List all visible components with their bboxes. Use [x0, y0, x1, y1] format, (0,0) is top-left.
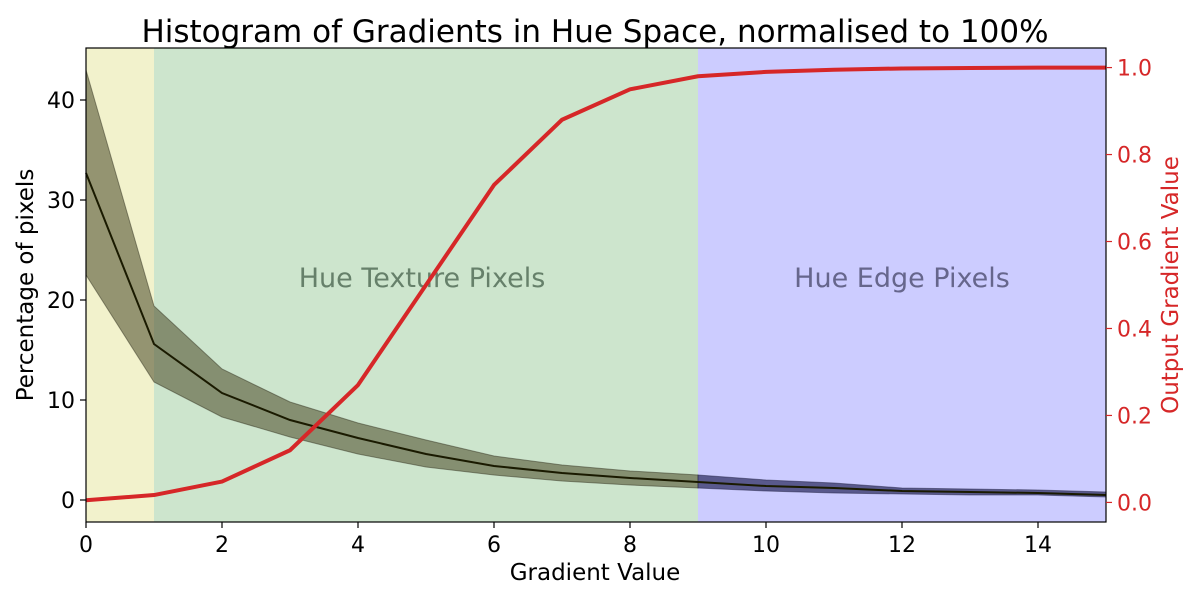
y-tick-label-30: 30 [47, 189, 75, 214]
output-line-path [85, 65, 1106, 503]
y-tick-label-10: 10 [47, 389, 75, 414]
chart-title: Histogram of Gradients in Hue Space, nor… [141, 14, 1048, 50]
y2-axis-label: Output Gradient Value [1158, 156, 1184, 414]
y2-tick-label-0.8: 0.8 [1117, 144, 1152, 169]
x-tick-label-14: 14 [1024, 533, 1052, 558]
y2-tick-label-0.4: 0.4 [1117, 317, 1152, 342]
x-tick-label-12: 12 [888, 533, 916, 558]
y-axis-right: 0.0 0.2 0.4 0.6 0.8 1.0 [1106, 57, 1152, 516]
y-axis-left: 0 10 20 30 40 [47, 89, 86, 514]
y2-tick-label-0.6: 0.6 [1117, 231, 1152, 256]
y-tick-label-0: 0 [61, 489, 75, 514]
region-2 [698, 48, 1106, 522]
y2-tick-label-1.0: 1.0 [1117, 57, 1152, 82]
y-tick-label-20: 20 [47, 289, 75, 314]
x-axis-label: Gradient Value [510, 560, 681, 586]
y-tick-label-40: 40 [47, 89, 75, 114]
x-tick-label-10: 10 [752, 533, 780, 558]
x-tick-label-6: 6 [487, 533, 501, 558]
y2-tick-label-0.2: 0.2 [1117, 404, 1152, 429]
plot-frame [85, 47, 1107, 523]
mean-line-path [85, 172, 1107, 496]
x-tick-label-0: 0 [79, 533, 93, 558]
x-tick-label-4: 4 [351, 533, 365, 558]
y2-tick-label-0.0: 0.0 [1117, 491, 1152, 516]
x-tick-label-8: 8 [623, 533, 637, 558]
region-label-2: Hue Edge Pixels [794, 263, 1010, 294]
y-axis-label: Percentage of pixels [13, 169, 39, 402]
x-tick-label-2: 2 [215, 533, 229, 558]
x-axis: 0 2 4 6 8 10 12 14 [79, 522, 1052, 558]
